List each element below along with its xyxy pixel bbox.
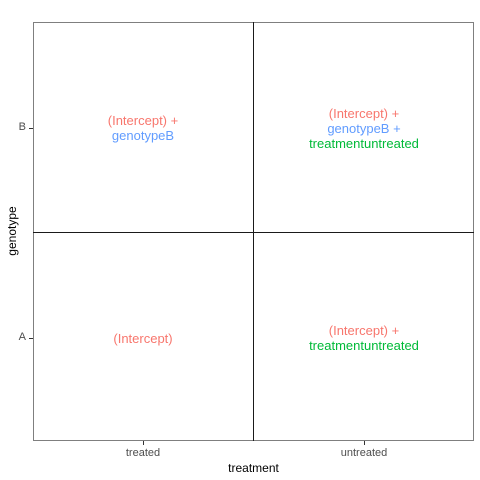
term-intercept: (Intercept) — [113, 330, 173, 346]
term-genotypeB: genotypeB — [111, 128, 175, 143]
cell-untreated-B: (Intercept) + genotypeB + treatmentuntreat… — [264, 106, 464, 151]
x-axis-label: treatment — [228, 461, 279, 475]
cell-untreated-A: (Intercept) + treatmentuntreated — [264, 323, 464, 353]
term-treatmentuntreated: treatmentuntreated — [309, 338, 419, 353]
cell-treated-A: (Intercept) — [43, 331, 243, 346]
y-tick — [29, 338, 33, 339]
cell-treated-B: (Intercept) + genotypeB — [43, 113, 243, 143]
y-axis-label: genotype — [5, 206, 19, 256]
term-intercept: (Intercept) + — [107, 113, 179, 128]
term-treatmentuntreated: treatmentuntreated — [309, 135, 419, 151]
x-tick — [364, 441, 365, 445]
y-tick — [29, 128, 33, 129]
vertical-divider — [253, 22, 254, 441]
term-intercept: (Intercept) + — [328, 105, 400, 121]
y-tick-label-B: B — [18, 121, 26, 133]
x-tick-label-untreated: untreated — [340, 447, 388, 459]
x-tick-label-treated: treated — [125, 447, 161, 459]
x-tick — [143, 441, 144, 445]
horizontal-divider — [33, 232, 474, 233]
y-tick-label-A: A — [18, 331, 26, 343]
term-genotypeB: genotypeB + — [327, 120, 401, 136]
term-intercept: (Intercept) + — [328, 323, 400, 338]
